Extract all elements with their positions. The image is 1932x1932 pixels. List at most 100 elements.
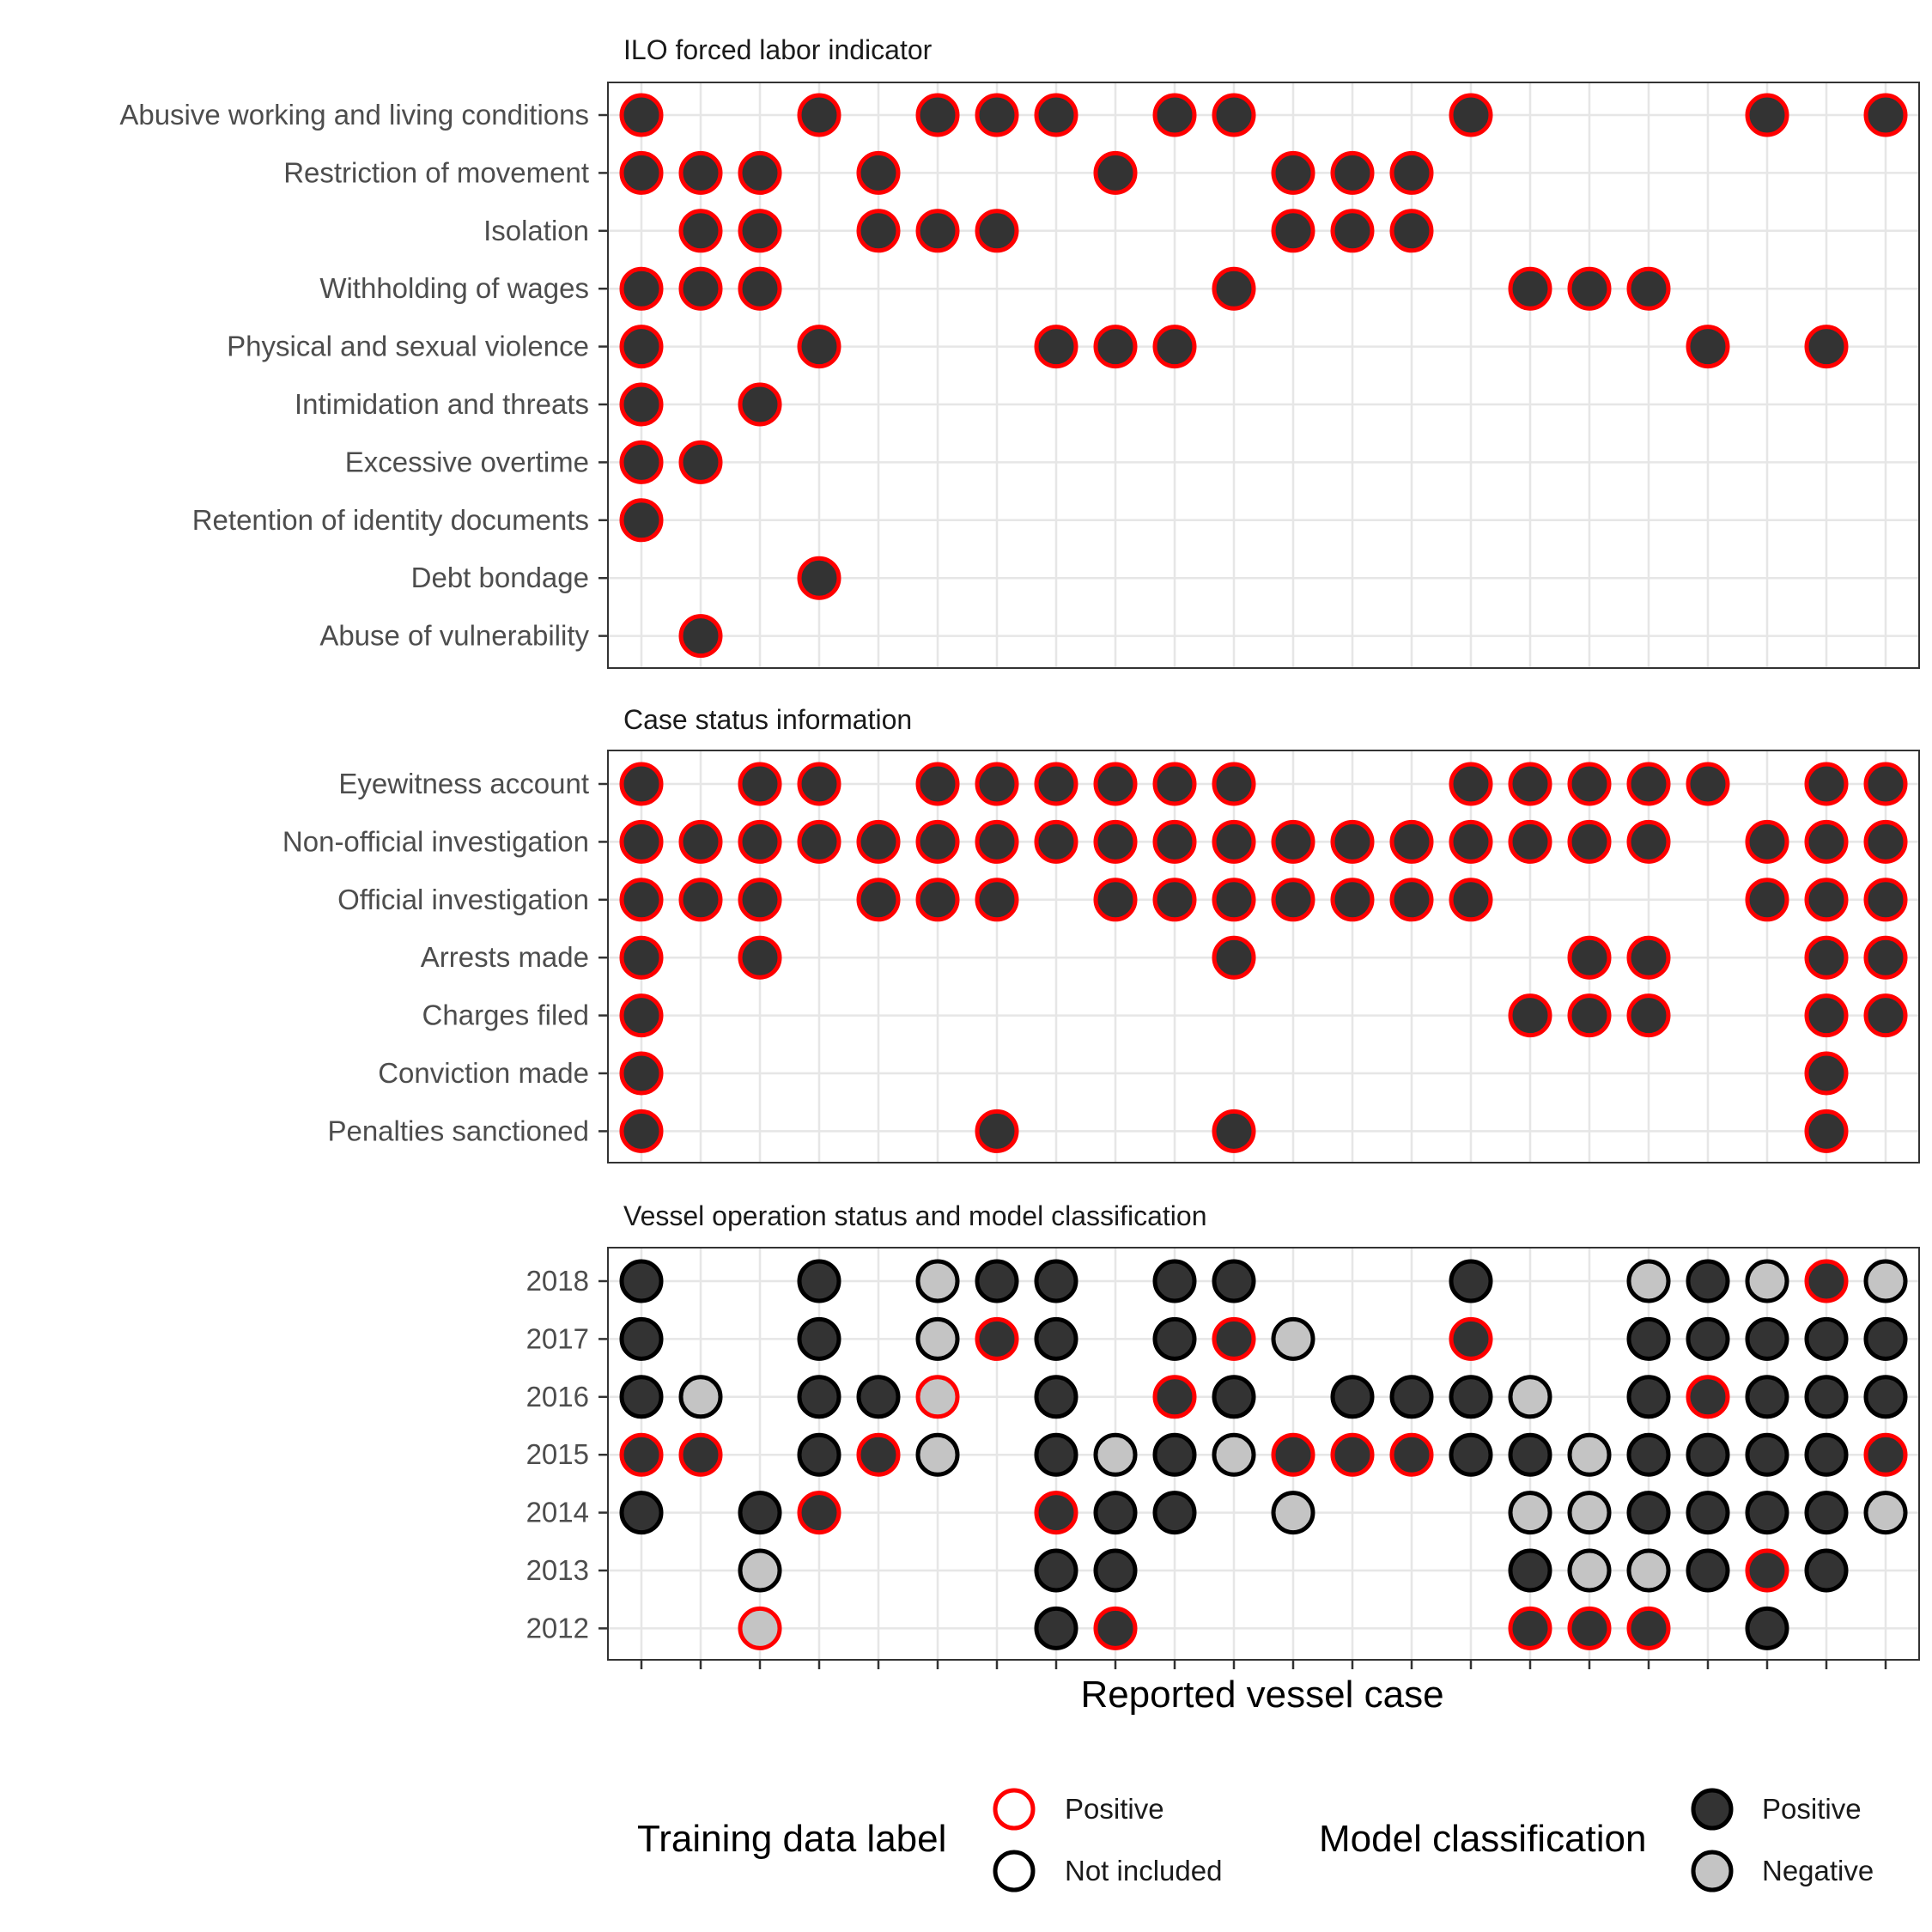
data-point (738, 150, 782, 195)
y-tick-label: Arrests made (421, 941, 589, 973)
data-point (619, 1375, 664, 1419)
data-point (915, 209, 960, 253)
data-point (678, 878, 723, 922)
data-point (975, 1259, 1019, 1303)
data-point (1034, 325, 1078, 369)
data-point (1745, 1375, 1789, 1419)
data-point (678, 209, 723, 253)
data-point (1745, 819, 1789, 864)
legend-model-title: Model classification (1319, 1818, 1647, 1860)
data-point (619, 382, 664, 427)
data-point (1212, 1316, 1256, 1361)
data-point (915, 93, 960, 137)
legend-training-item-2-label: Not included (1065, 1855, 1222, 1886)
data-point (1863, 1375, 1908, 1419)
data-point (1863, 1432, 1908, 1477)
data-row (738, 1548, 1849, 1593)
data-point (856, 209, 901, 253)
data-point (738, 1606, 782, 1650)
data-row (619, 1375, 1908, 1419)
y-tick-label: Official investigation (337, 884, 589, 915)
x-axis-label: Reported vessel case (1080, 1674, 1443, 1716)
data-point (619, 1259, 664, 1303)
y-tick-label: Penalties sanctioned (327, 1115, 589, 1146)
data-point (1034, 1491, 1078, 1535)
data-point (738, 209, 782, 253)
data-point (1330, 819, 1375, 864)
data-point (975, 1316, 1019, 1361)
y-tick-label: 2017 (526, 1322, 589, 1354)
data-point (619, 1491, 664, 1535)
data-point (1686, 1259, 1730, 1303)
data-point (1863, 1316, 1908, 1361)
data-point (1686, 1491, 1730, 1535)
data-point (915, 762, 960, 806)
data-point (915, 1316, 960, 1361)
panel-border (607, 82, 1920, 669)
data-point (1152, 93, 1197, 137)
y-tick-label: Restriction of movement (283, 156, 589, 188)
data-point (1567, 1606, 1612, 1650)
data-point (797, 556, 841, 600)
data-point (1271, 878, 1315, 922)
data-point (915, 878, 960, 922)
data-row (619, 1316, 1908, 1361)
data-point (619, 819, 664, 864)
data-point (1093, 819, 1138, 864)
data-point (1626, 819, 1671, 864)
data-point (619, 1051, 664, 1096)
data-point (975, 1109, 1019, 1153)
data-point (1212, 1432, 1256, 1477)
legend-model-item-2-label: Negative (1762, 1855, 1874, 1886)
data-point (678, 1432, 723, 1477)
data-point (1449, 1259, 1493, 1303)
y-tick-label: Isolation (483, 215, 589, 246)
data-point (1152, 878, 1197, 922)
data-point (1745, 1491, 1789, 1535)
data-point (1034, 1548, 1078, 1593)
data-point (619, 266, 664, 311)
data-point (856, 1375, 901, 1419)
data-point (1686, 1316, 1730, 1361)
legend-training-title: Training data label (637, 1818, 946, 1860)
data-point (738, 819, 782, 864)
data-point (1389, 1375, 1434, 1419)
y-tick-label: Debt bondage (411, 562, 589, 593)
data-point (1567, 819, 1612, 864)
data-point (915, 1259, 960, 1303)
data-point (619, 1109, 664, 1153)
data-row (797, 556, 841, 600)
data-point (1804, 993, 1849, 1038)
legend-model-item-1-label: Positive (1762, 1793, 1862, 1825)
data-point (1034, 1606, 1078, 1650)
data-point (1271, 1491, 1315, 1535)
data-point (1034, 93, 1078, 137)
data-point (1034, 1375, 1078, 1419)
data-point (1745, 1259, 1789, 1303)
data-point (1449, 819, 1493, 864)
data-point (975, 878, 1019, 922)
data-point (1626, 762, 1671, 806)
data-point (1330, 1432, 1375, 1477)
data-row (619, 266, 1671, 311)
data-point (1093, 1606, 1138, 1650)
data-point (1093, 878, 1138, 922)
data-point (1745, 1432, 1789, 1477)
data-point (1449, 93, 1493, 137)
data-point (856, 1432, 901, 1477)
data-point (619, 150, 664, 195)
data-point (1626, 1491, 1671, 1535)
data-point (1626, 935, 1671, 980)
data-point (1271, 150, 1315, 195)
data-point (1863, 878, 1908, 922)
data-point (1863, 1491, 1908, 1535)
data-point (1271, 209, 1315, 253)
data-point (1271, 1316, 1315, 1361)
y-tick-label: Abusive working and living conditions (119, 99, 589, 131)
data-point (678, 1375, 723, 1419)
data-point (1271, 819, 1315, 864)
data-row (619, 819, 1908, 864)
panels: ILO forced labor indicator Abusive workin… (119, 34, 1920, 1661)
data-point (738, 1548, 782, 1593)
legend-training-item-1-label: Positive (1065, 1793, 1164, 1825)
